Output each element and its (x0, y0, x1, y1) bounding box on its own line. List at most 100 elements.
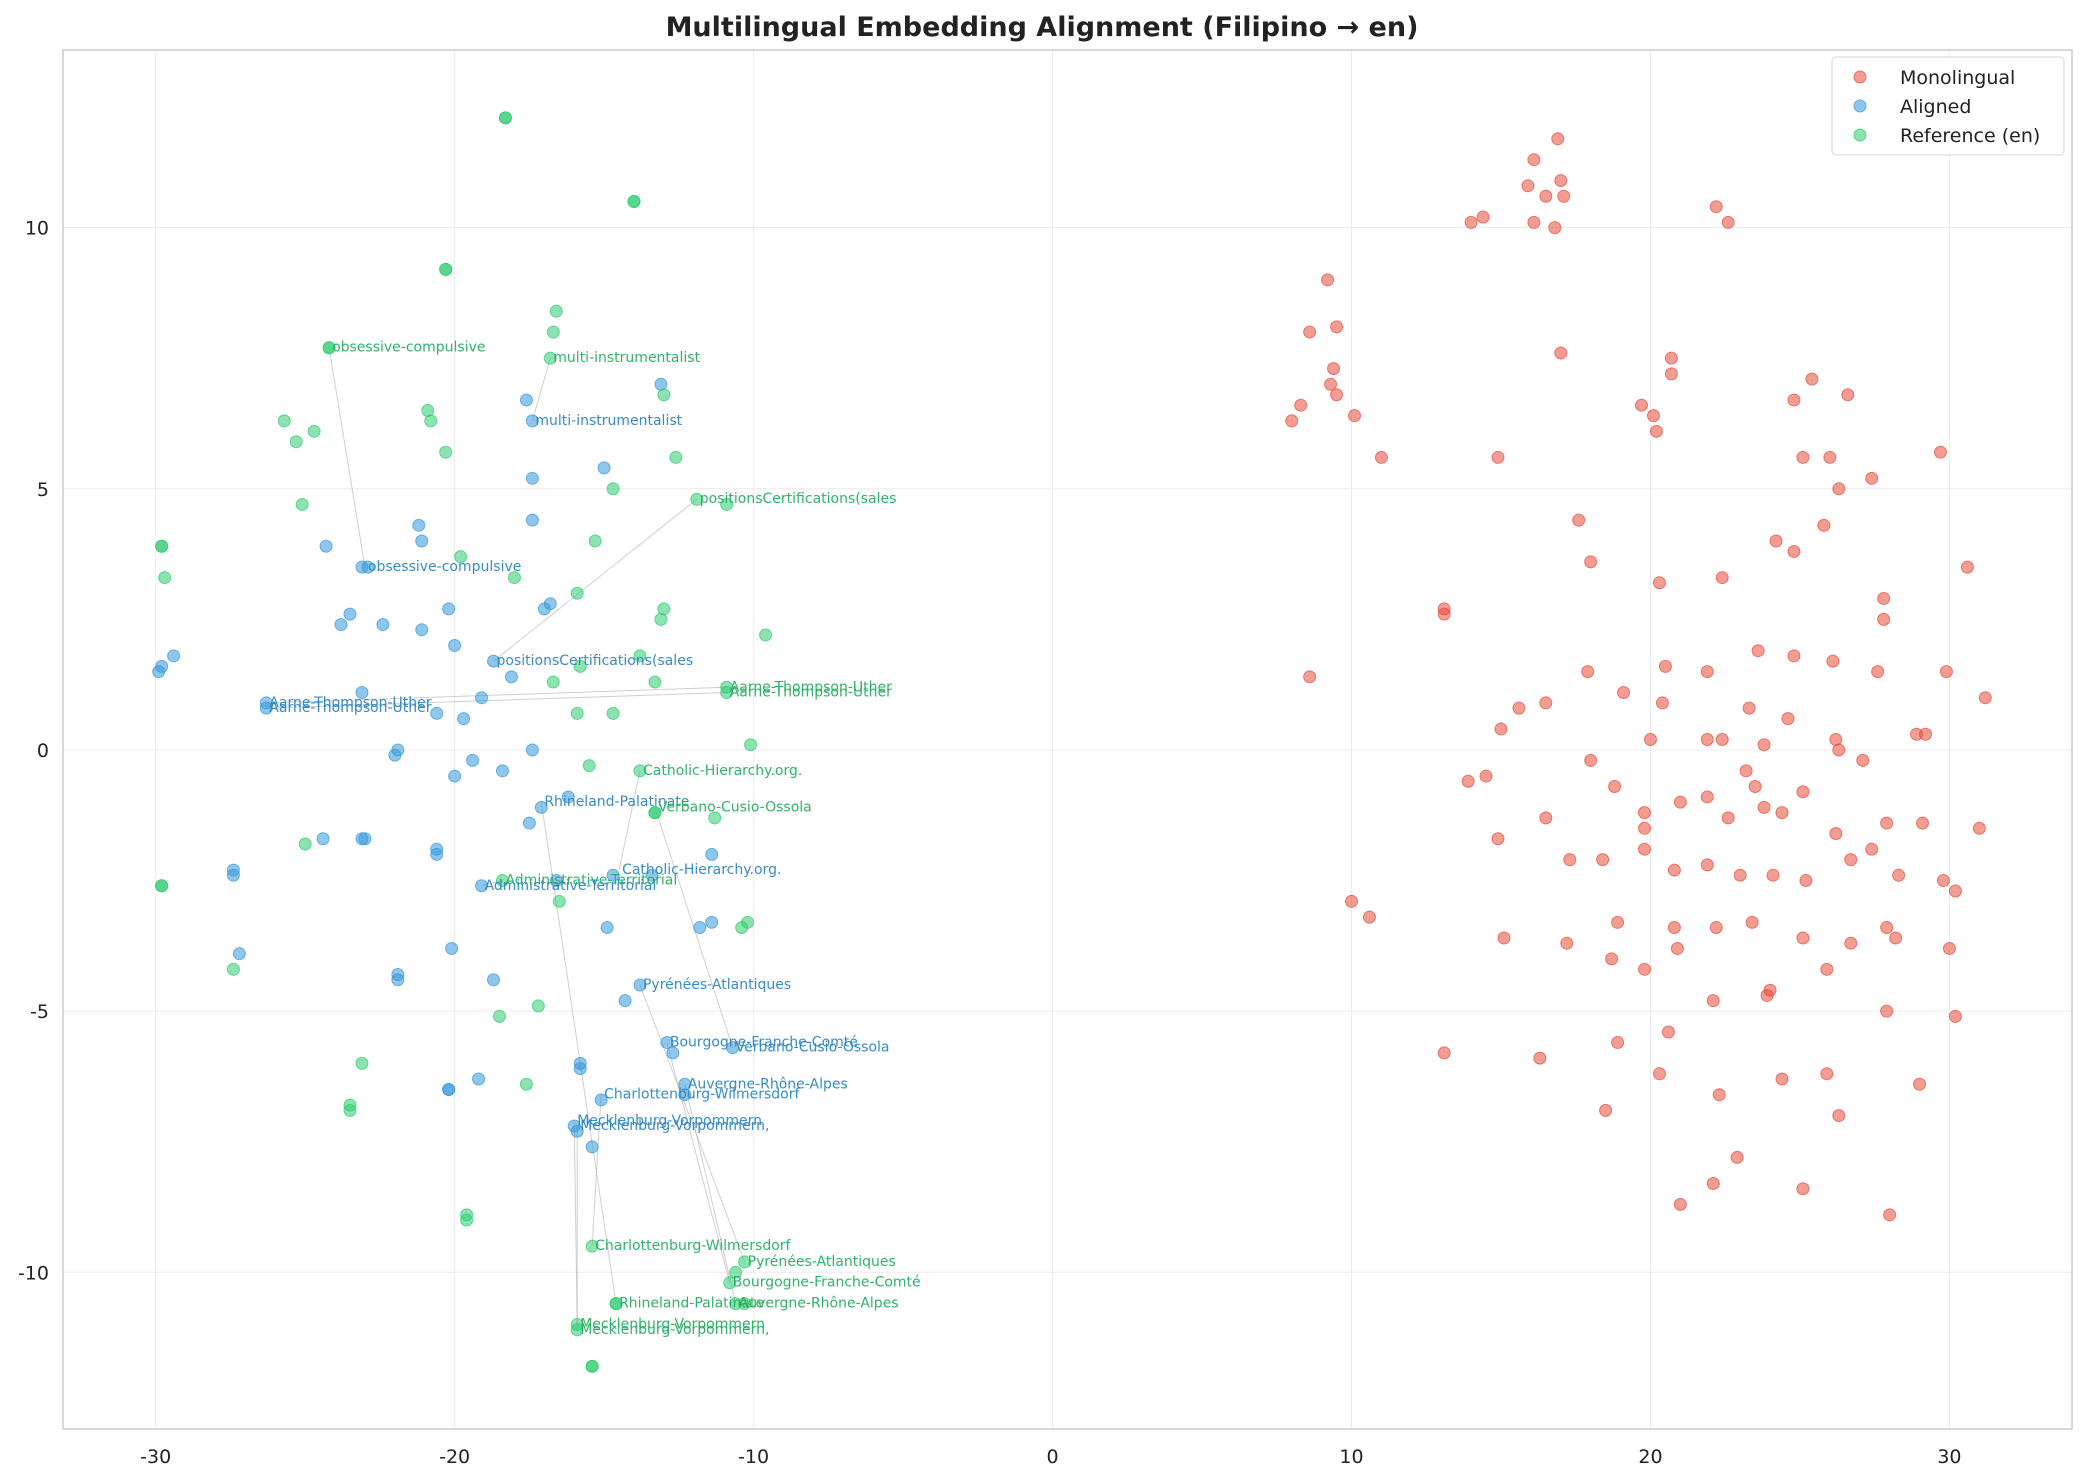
monolingual-point (1303, 670, 1317, 684)
alignment-connector (266, 691, 727, 709)
reference-en-point (507, 571, 521, 585)
monolingual-point (1599, 1103, 1613, 1117)
monolingual-point (1877, 591, 1891, 605)
monolingual-point (1919, 727, 1933, 741)
aligned-point (343, 607, 357, 621)
monolingual-point (1942, 941, 1956, 955)
monolingual-point (1832, 482, 1846, 496)
reference-en-point (648, 675, 662, 689)
reference-en-point (720, 685, 734, 699)
monolingual-point (1960, 560, 1974, 574)
monolingual-point (1889, 931, 1903, 945)
reference-en-point (552, 894, 566, 908)
aligned-point (316, 832, 330, 846)
monolingual-point (1374, 450, 1388, 464)
monolingual-point (1706, 1176, 1720, 1190)
monolingual-point (1936, 874, 1950, 888)
monolingual-point (1605, 952, 1619, 966)
reference-en-point (648, 806, 662, 820)
monolingual-point (1733, 868, 1747, 882)
monolingual-point (1324, 377, 1338, 391)
aligned-point (475, 691, 489, 705)
chart-title: Multilingual Embedding Alignment (Filipi… (666, 12, 1419, 43)
monolingual-point (1527, 215, 1541, 229)
reference-en-point (155, 879, 169, 893)
aligned-point (391, 973, 405, 987)
aligned-point (430, 847, 444, 861)
monolingual-point (1823, 450, 1837, 464)
aligned-point-label: positionsCertifications(sales (497, 653, 694, 669)
point-labels: multi-instrumentalist obsessive-compulsiv… (269, 340, 920, 1338)
reference-en-point (546, 325, 560, 339)
aligned-point (152, 665, 166, 679)
aligned-point (519, 393, 533, 407)
aligned-point (705, 847, 719, 861)
monolingual-point (1700, 790, 1714, 804)
monolingual-point (1667, 921, 1681, 935)
aligned-point (442, 602, 456, 616)
reference-point-label: multi-instrumentalist (553, 350, 700, 366)
x-tick-label: 10 (1339, 1446, 1363, 1468)
aligned-point (606, 868, 620, 882)
monolingual-point (1637, 842, 1651, 856)
reference-en-point (460, 1213, 474, 1227)
legend-marker (1853, 99, 1867, 113)
monolingual-point (1805, 372, 1819, 386)
reference-en-point (495, 874, 509, 888)
monolingual-point (1787, 544, 1801, 558)
legend-marker (1853, 70, 1867, 84)
monolingual-point (1635, 398, 1648, 412)
monolingual-point (1494, 722, 1508, 736)
reference-point-label: obsessive-compulsive (332, 340, 485, 356)
aligned-point (666, 1046, 680, 1060)
aligned-point (525, 513, 539, 527)
reference-en-point (424, 414, 438, 428)
monolingual-point (1748, 780, 1762, 794)
aligned-point (645, 868, 659, 882)
aligned-point-label: Aarne-Thompson-Uther (269, 700, 431, 716)
aligned-point (705, 915, 719, 929)
aligned-point-label: Mecklenburg-Vorpommern, (580, 1118, 769, 1134)
monolingual-point (1330, 388, 1344, 402)
reference-point-label: Mecklenburg-Vorpommern, (580, 1322, 769, 1338)
monolingual-point (1832, 1109, 1846, 1123)
reference-point-label: Pyrénées-Atlantiques (748, 1254, 896, 1270)
aligned-point-label: Charlottenburg-Wilmersdorf (604, 1087, 800, 1103)
reference-point-label: Aarne-Thompson-Uther (730, 679, 892, 695)
legend: Monolingual Aligned Reference (en) (1831, 56, 2065, 156)
monolingual-point (1479, 769, 1493, 783)
aligned-point (412, 518, 426, 532)
aligned-point-label: Administrative-Territorial (485, 878, 657, 894)
monolingual-point (1826, 654, 1840, 668)
reference-en-point (582, 759, 596, 773)
reference-en-point (606, 706, 620, 720)
aligned-point-label: Aarne-Thompson-Uther (269, 695, 431, 711)
monolingual-point (1844, 936, 1858, 950)
aligned-point-label: obsessive-compulsive (368, 559, 521, 575)
reference-en-point (155, 539, 169, 553)
monolingual-point (1491, 450, 1505, 464)
monolingual-point (1572, 513, 1586, 527)
aligned-point-label: Pyrénées-Atlantiques (643, 977, 791, 993)
monolingual-point (1608, 780, 1622, 794)
reference-point-label: Bourgogne-Franche-Comté (733, 1275, 921, 1291)
monolingual-point (1865, 842, 1879, 856)
y-tick-label: 10 (25, 218, 49, 240)
monolingual-point (1742, 701, 1756, 715)
reference-en-point (570, 586, 584, 600)
reference-en-point (729, 1297, 743, 1311)
reference-en-point (585, 1239, 599, 1253)
monolingual-point (1715, 733, 1729, 746)
reference-en-point (570, 1323, 584, 1337)
reference-en-point (633, 649, 647, 663)
monolingual-point (1643, 733, 1657, 746)
monolingual-point (1437, 1046, 1451, 1060)
reference-en-point (343, 1103, 357, 1117)
aligned-point (442, 1082, 456, 1096)
monolingual-point (1787, 393, 1801, 407)
reference-en-point (609, 1297, 623, 1311)
monolingual-point (1820, 962, 1834, 976)
monolingual-point (1880, 816, 1894, 830)
monolingual-point (1817, 518, 1831, 532)
monolingual-point (1548, 221, 1562, 235)
